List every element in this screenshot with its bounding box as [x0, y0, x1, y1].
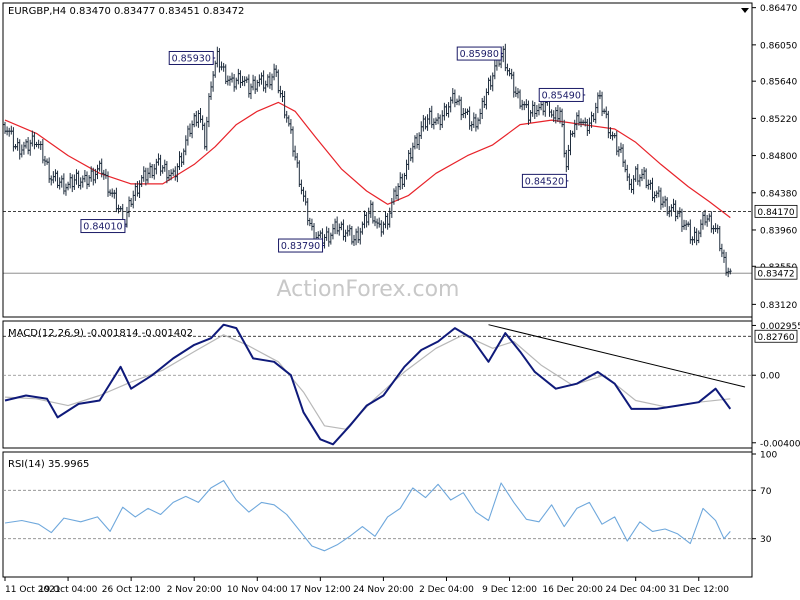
macd-y-tick-label: 0.002955 [760, 322, 800, 332]
annotation-label: 0.85490 [542, 90, 581, 101]
moving-average-line [4, 101, 731, 219]
instrument-label: EURGBP,H4 0.83470 0.83477 0.83451 0.8347… [8, 6, 244, 17]
level-label-box [754, 266, 798, 280]
main-y-tick-label: 0.84800 [760, 152, 797, 162]
rsi-y-tick-label: 70 [760, 487, 772, 497]
rsi-y-tick-label: 100 [760, 451, 777, 461]
main-y-tick-label: 0.86050 [760, 41, 797, 51]
macd-layer [4, 323, 746, 446]
macd-label: MACD(12,26,9) -0.001814 -0.001402 [8, 328, 193, 339]
macd-y-tick-label: 0.00 [760, 372, 780, 382]
time-tick-label: 10 Nov 04:00 [227, 585, 288, 595]
rsi-y-ticks: 100 70 30 [752, 451, 777, 545]
time-tick-label: 19 Oct 04:00 [39, 585, 98, 595]
macd-trendline [488, 324, 746, 388]
annotation-label: 0.85980 [460, 49, 499, 60]
watermark: ActionForex.com [277, 277, 460, 302]
time-tick-label: 9 Dec 12:00 [482, 585, 537, 595]
time-tick-label: 2 Nov 20:00 [167, 585, 222, 595]
level-label: 0.82760 [757, 333, 794, 343]
time-tick-label: 17 Nov 12:00 [290, 585, 351, 595]
time-tick-label: 24 Dec 04:00 [605, 585, 666, 595]
main-y-tick-label: 0.86470 [760, 4, 797, 14]
time-tick-label: 2 Dec 04:00 [419, 585, 474, 595]
main-y-tick-label: 0.85220 [760, 115, 797, 125]
main-y-tick-label: 0.83120 [760, 301, 797, 311]
annotation-layer: 0.85930 0.84010 0.83790 0.85980 0.85490 0.845… [80, 46, 586, 253]
annotation-label: 0.83790 [281, 241, 320, 252]
rsi-layer [4, 480, 731, 552]
annotation-label: 0.84520 [525, 176, 564, 187]
macd-y-ticks: 0.002955 0.00 -0.004009 [752, 322, 800, 449]
main-y-tick-label: 0.83960 [760, 226, 797, 236]
time-tick-label: 26 Oct 12:00 [102, 585, 161, 595]
level-label: 0.84170 [757, 208, 794, 218]
macd-y-tick-label: -0.004009 [760, 439, 800, 449]
price-layer [3, 43, 732, 278]
chart-menu-triangle-icon[interactable] [741, 8, 749, 13]
main-y-tick-label: 0.85640 [760, 78, 797, 88]
level-label-box [754, 329, 798, 343]
time-tick-label: 31 Dec 12:00 [668, 585, 729, 595]
annotation-label: 0.85930 [172, 53, 211, 64]
macd-line [4, 323, 732, 446]
level-label: 0.83472 [757, 270, 794, 280]
moving-average-layer [4, 101, 731, 219]
time-tick-label: 24 Nov 20:00 [353, 585, 414, 595]
time-tick-label: 11 Oct 2021 [5, 585, 61, 595]
rsi-line [4, 480, 731, 552]
horizontal-levels: 0.84170 0.83472 0.82760 [3, 204, 798, 343]
annotation-label: 0.84010 [83, 222, 122, 233]
main-y-tick-label: 0.84380 [760, 189, 797, 199]
time-tick-label: 16 Dec 20:00 [542, 585, 603, 595]
rsi-y-tick-label: 30 [760, 535, 772, 545]
level-label-box [754, 204, 798, 218]
rsi-label: RSI(14) 35.9965 [8, 459, 89, 470]
